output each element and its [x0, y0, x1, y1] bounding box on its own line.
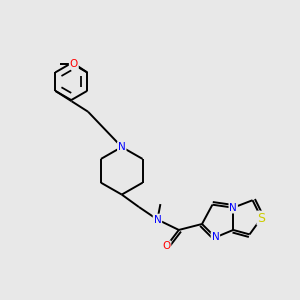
Text: O: O — [70, 58, 78, 68]
Text: S: S — [257, 212, 266, 225]
Text: N: N — [229, 203, 237, 213]
Text: O: O — [162, 241, 170, 251]
Text: N: N — [154, 214, 161, 224]
Text: N: N — [212, 232, 219, 242]
Text: N: N — [118, 142, 126, 152]
